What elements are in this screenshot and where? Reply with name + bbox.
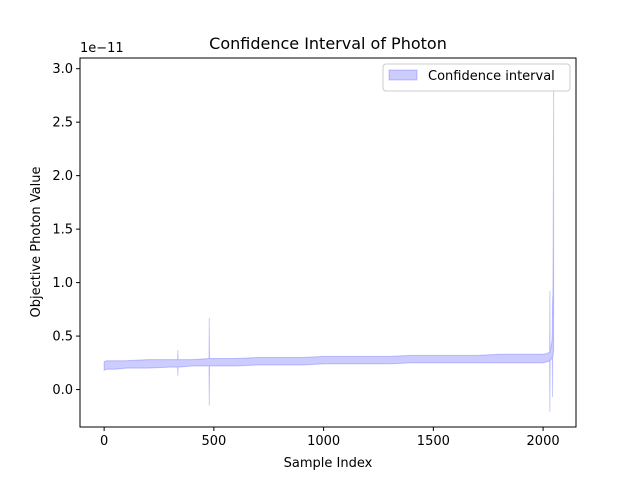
- y-tick-label: 1.0: [52, 276, 73, 291]
- legend-swatch: [388, 69, 418, 81]
- chart-title: Confidence Interval of Photon: [209, 34, 447, 53]
- y-tick-label: 0.0: [52, 383, 73, 398]
- y-tick-label: 1.5: [52, 223, 73, 238]
- x-tick-label: 2000: [527, 434, 560, 449]
- legend-label: Confidence interval: [428, 69, 555, 84]
- x-tick-label: 1500: [417, 434, 450, 449]
- confidence-band-0: [103, 87, 555, 413]
- x-axis-label: Sample Index: [284, 456, 373, 471]
- plot-area: [103, 87, 555, 413]
- y-axis-offset-label: 1e−11: [80, 41, 124, 56]
- x-tick-label: 0: [100, 434, 108, 449]
- x-tick-label: 1000: [307, 434, 340, 449]
- x-axis: 0 500 1000 1500 2000: [100, 427, 560, 449]
- y-axis: 0.0 0.5 1.0 1.5 2.0 2.5 3.0: [52, 62, 80, 398]
- x-tick-label: 500: [201, 434, 226, 449]
- y-axis-label: Objective Photon Value: [29, 167, 44, 318]
- legend: Confidence interval: [382, 63, 571, 92]
- axes-frame: [79, 57, 577, 428]
- y-tick-label: 3.0: [52, 62, 73, 77]
- y-tick-label: 0.5: [52, 330, 73, 345]
- y-tick-label: 2.0: [52, 169, 73, 184]
- legend-box: [382, 63, 571, 92]
- y-tick-label: 2.5: [52, 116, 73, 131]
